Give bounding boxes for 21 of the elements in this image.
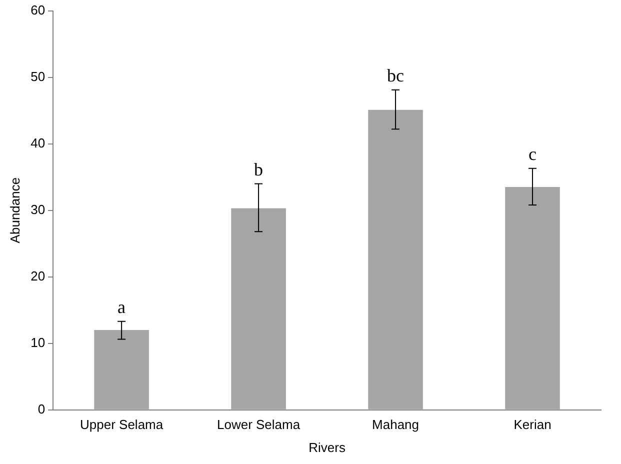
annotation: bc: [387, 66, 404, 86]
y-tick-label: 40: [30, 135, 46, 150]
bar: [231, 208, 286, 410]
x-axis-title: Rivers: [308, 440, 346, 455]
bar: [368, 110, 423, 410]
y-tick-label: 10: [30, 334, 46, 350]
annotation: b: [254, 159, 264, 180]
y-tick-label: 0: [38, 401, 46, 416]
y-tick-label: 50: [30, 68, 46, 84]
y-axis-title: Abundance: [7, 177, 22, 244]
annotation: c: [528, 144, 537, 164]
x-tick-label: Lower Selama: [216, 417, 301, 432]
bar: [505, 187, 560, 410]
y-tick-label: 20: [30, 268, 46, 284]
x-tick-label: Kerian: [514, 417, 552, 432]
bar: [94, 330, 149, 410]
annotation: a: [118, 297, 126, 318]
y-tick-label: 60: [30, 2, 46, 18]
x-tick-label: Mahang: [372, 417, 420, 432]
x-tick-label: Upper Selama: [80, 417, 164, 432]
y-tick-label: 30: [30, 202, 46, 217]
